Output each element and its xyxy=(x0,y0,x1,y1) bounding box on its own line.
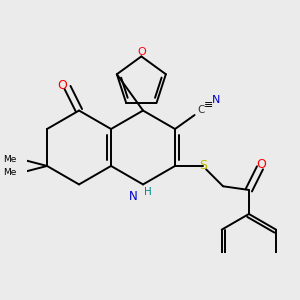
Text: O: O xyxy=(137,47,146,57)
Text: ≡: ≡ xyxy=(204,100,214,110)
Text: O: O xyxy=(257,158,267,171)
Text: H: H xyxy=(144,187,152,197)
Text: O: O xyxy=(58,79,68,92)
Text: N: N xyxy=(129,190,137,203)
Text: Me: Me xyxy=(3,168,16,177)
Text: Me: Me xyxy=(3,155,16,164)
Text: C: C xyxy=(198,105,205,115)
Text: S: S xyxy=(199,160,207,172)
Text: N: N xyxy=(212,95,220,105)
